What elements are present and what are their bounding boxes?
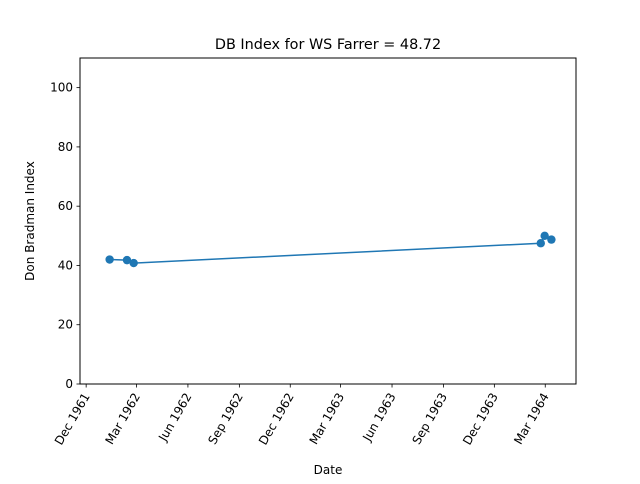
y-tick-label: 40 — [58, 258, 73, 272]
y-tick-label: 20 — [58, 318, 73, 332]
data-point — [540, 231, 549, 241]
y-tick-label: 80 — [58, 140, 73, 154]
y-tick-label: 60 — [58, 199, 73, 213]
plot-frame — [79, 57, 577, 385]
y-axis: 0 20 40 60 80 100 — [50, 81, 80, 391]
x-axis-label: Date — [314, 463, 343, 477]
series-layer — [105, 231, 556, 268]
data-point — [122, 255, 132, 265]
data-point — [105, 255, 114, 264]
data-point — [547, 235, 556, 244]
data-point — [536, 239, 545, 248]
y-axis-label: Don Bradman Index — [23, 161, 37, 281]
data-point — [129, 258, 138, 268]
y-tick-label: 0 — [65, 377, 73, 391]
y-tick-label: 100 — [50, 81, 73, 95]
chart-title: DB Index for WS Farrer = 48.72 — [215, 37, 441, 53]
